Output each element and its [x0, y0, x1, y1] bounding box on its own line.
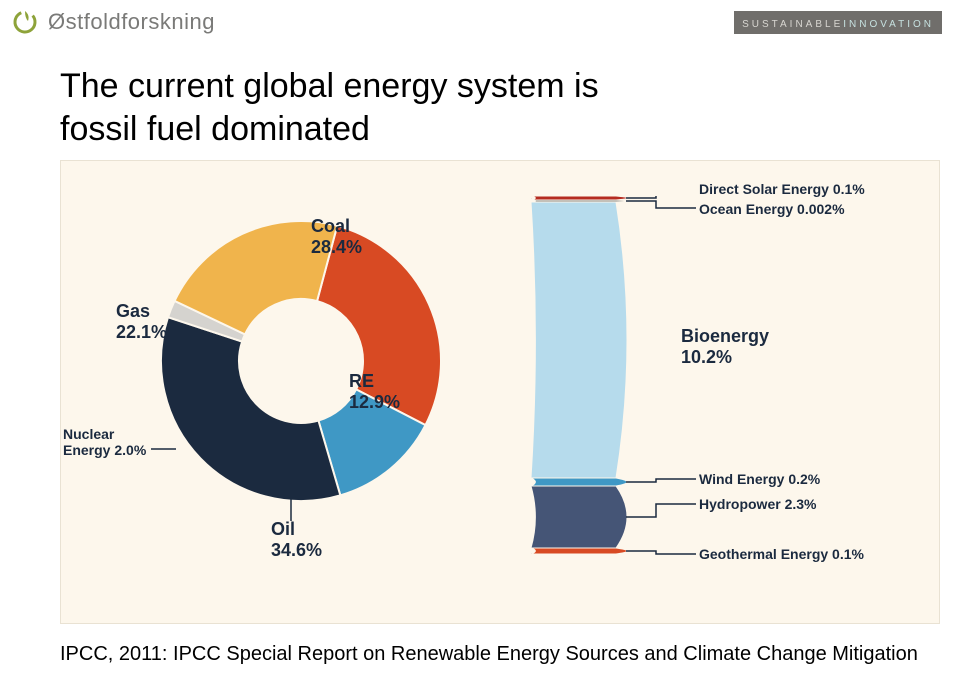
solar-label: Direct Solar Energy 0.1% — [699, 181, 865, 197]
re-breakdown — [531, 196, 931, 596]
tagline-a: SUSTAINABLE — [742, 19, 843, 30]
page-title: The current global energy system isfossi… — [60, 65, 599, 150]
brand: Østfoldforskning — [12, 9, 215, 35]
ocean-label: Ocean Energy 0.002% — [699, 201, 845, 217]
leaf-icon — [12, 9, 38, 35]
gas-label: Gas22.1% — [116, 301, 167, 342]
re-seg-wind-energy — [531, 478, 627, 486]
coal-label: Coal28.4% — [311, 216, 362, 257]
pie-slice-oil — [161, 317, 340, 501]
hydro-label: Hydropower 2.3% — [699, 496, 816, 512]
tagline-b: INNOVATION — [843, 19, 934, 30]
wind-label: Wind Energy 0.2% — [699, 471, 820, 487]
oil-label: Oil34.6% — [271, 519, 322, 560]
chart-panel: Coal28.4% RE12.9% Oil34.6% NuclearEnergy… — [60, 160, 940, 624]
donut-chart — [151, 211, 451, 531]
brand-name: Østfoldforskning — [48, 9, 215, 35]
header: Østfoldforskning SUSTAINABLEINNOVATION — [0, 0, 960, 44]
re-seg-geothermal-energy — [531, 548, 627, 554]
source-line: IPCC, 2011: IPCC Special Report on Renew… — [60, 643, 918, 666]
nuclear-label: NuclearEnergy 2.0% — [63, 426, 146, 458]
tagline: SUSTAINABLEINNOVATION — [734, 11, 942, 34]
bio-label: Bioenergy10.2% — [681, 326, 769, 367]
re-label: RE12.9% — [349, 371, 400, 412]
geo-label: Geothermal Energy 0.1% — [699, 546, 864, 562]
re-seg-hydropower — [531, 486, 627, 548]
re-seg-bioenergy — [531, 202, 627, 478]
re-seg-direct-solar-energy — [531, 196, 627, 200]
